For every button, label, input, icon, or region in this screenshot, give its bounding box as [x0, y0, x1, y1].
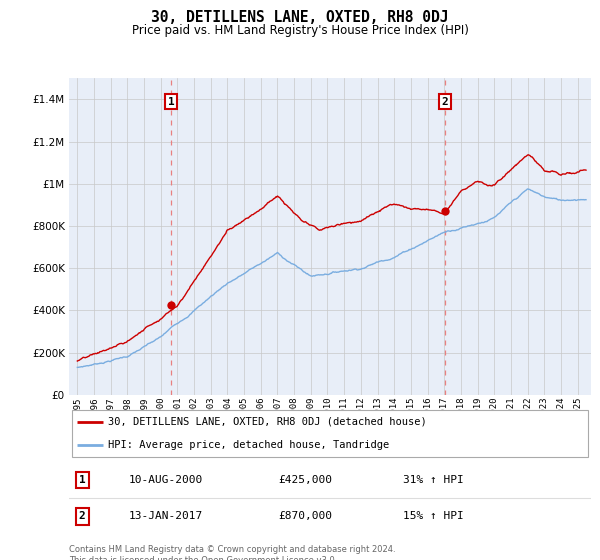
FancyBboxPatch shape: [71, 410, 589, 457]
Text: 2: 2: [442, 97, 448, 106]
Text: 2: 2: [79, 511, 85, 521]
Text: 15% ↑ HPI: 15% ↑ HPI: [403, 511, 464, 521]
Text: 10-AUG-2000: 10-AUG-2000: [129, 475, 203, 484]
Text: 30, DETILLENS LANE, OXTED, RH8 0DJ: 30, DETILLENS LANE, OXTED, RH8 0DJ: [151, 11, 449, 25]
Text: 31% ↑ HPI: 31% ↑ HPI: [403, 475, 464, 484]
Text: 13-JAN-2017: 13-JAN-2017: [129, 511, 203, 521]
Text: Contains HM Land Registry data © Crown copyright and database right 2024.
This d: Contains HM Land Registry data © Crown c…: [69, 545, 395, 560]
Text: HPI: Average price, detached house, Tandridge: HPI: Average price, detached house, Tand…: [108, 440, 389, 450]
Text: Price paid vs. HM Land Registry's House Price Index (HPI): Price paid vs. HM Land Registry's House …: [131, 24, 469, 38]
Text: 30, DETILLENS LANE, OXTED, RH8 0DJ (detached house): 30, DETILLENS LANE, OXTED, RH8 0DJ (deta…: [108, 417, 427, 427]
Text: £425,000: £425,000: [278, 475, 332, 484]
Text: 1: 1: [79, 475, 85, 484]
Text: £870,000: £870,000: [278, 511, 332, 521]
Text: 1: 1: [167, 97, 175, 106]
